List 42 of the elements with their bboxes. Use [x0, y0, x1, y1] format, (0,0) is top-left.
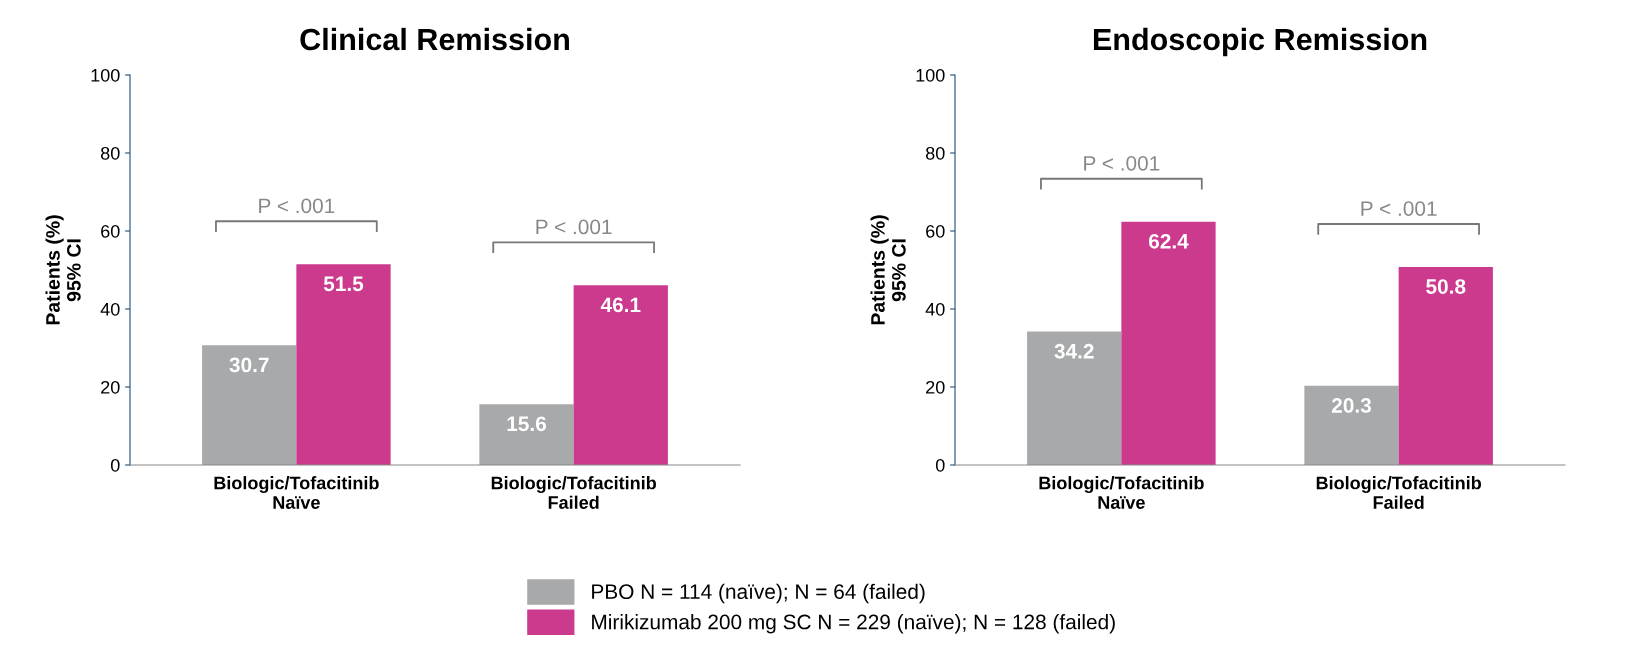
data-label: 15.6 [507, 416, 547, 432]
y-tick-label: 80 [925, 146, 945, 160]
x-tick-label: Biologic/Tofacitinib Failed [1316, 476, 1481, 509]
y-tick-label: 40 [100, 302, 120, 316]
bar [573, 285, 668, 465]
y-tick-label: 80 [100, 146, 120, 160]
data-label: 51.5 [323, 276, 364, 292]
data-label: 34.2 [1054, 343, 1094, 359]
bar [479, 404, 574, 465]
y-tick-label: 100 [916, 68, 945, 82]
y-tick-label: 0 [110, 458, 120, 472]
y-tick-label: 20 [101, 380, 120, 394]
y-tick-label: 20 [926, 380, 945, 394]
x-tick-label: Biologic/Tofacitinib Naïve [1039, 476, 1204, 509]
y-tick-label: 0 [935, 458, 945, 472]
y-axis-title: Patients (%) 95% CI [45, 215, 81, 325]
y-tick-label: 60 [101, 224, 120, 238]
legend-label: PBO N = 114 (naïve); N = 64 (failed) [592, 583, 925, 604]
y-tick-label: 100 [91, 68, 120, 82]
data-label: 30.7 [229, 357, 269, 373]
bar [1398, 266, 1493, 465]
annotation: P < .001 [1084, 155, 1160, 171]
y-tick-label: 40 [925, 302, 945, 316]
legend-label: Mirikizumab 200 mg SC N = 229 (naïve); N = 128 (failed) [592, 614, 1115, 634]
data-label: 50.8 [1426, 279, 1466, 294]
y-tick-label: 60 [926, 224, 945, 238]
annotation: P < .001 [1361, 201, 1437, 216]
chart-title: Endoscopic Remission [1093, 27, 1427, 57]
y-axis-title: Patients (%) 95% CI [870, 215, 906, 325]
annotation: P < .001 [259, 198, 335, 214]
data-label: 20.3 [1331, 398, 1372, 413]
bar [1027, 331, 1122, 465]
bar [1121, 221, 1216, 465]
x-tick-label: Biologic/Tofacitinib Failed [491, 476, 656, 509]
data-label: 62.4 [1148, 233, 1189, 249]
data-label: 46.1 [600, 297, 641, 313]
chart-title: Clinical Remission [300, 27, 569, 51]
bar [202, 345, 297, 465]
bar [1304, 385, 1399, 465]
x-tick-label: Biologic/Tofacitinib Naïve [214, 476, 379, 509]
bar [296, 264, 391, 465]
annotation: P < .001 [536, 219, 612, 235]
